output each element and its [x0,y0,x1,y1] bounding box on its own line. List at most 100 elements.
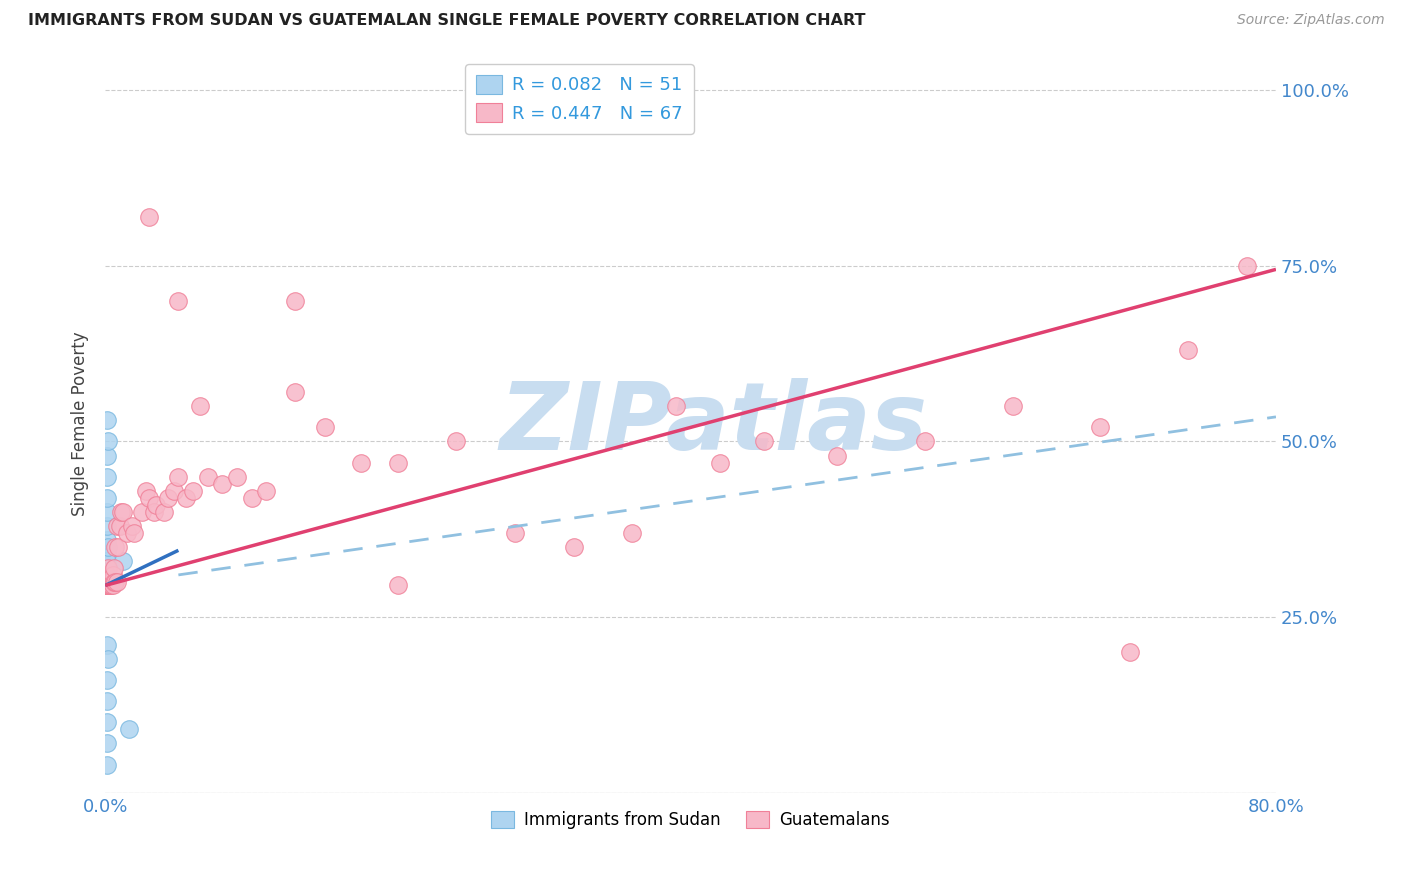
Text: Source: ZipAtlas.com: Source: ZipAtlas.com [1237,13,1385,28]
Point [96,574,118,589]
Point [188,400,211,414]
Point [446,434,468,449]
Point [96,568,118,582]
Point [181,483,204,498]
Text: IMMIGRANTS FROM SUDAN VS GUATEMALAN SINGLE FEMALE POVERTY CORRELATION CHART: IMMIGRANTS FROM SUDAN VS GUATEMALAN SING… [28,13,866,29]
Point [97,578,120,592]
Point [96,578,118,592]
Point [96,578,118,592]
Point [211,476,233,491]
Point [97,652,120,666]
Point [103,561,125,575]
Point [240,491,263,505]
Point [96,574,118,589]
Point [108,518,131,533]
Point [387,456,409,470]
Point [97,574,120,589]
Point [1090,420,1112,434]
Point [96,578,118,592]
Point [142,505,165,519]
Point [96,578,118,592]
Point [314,420,336,434]
Point [101,578,124,592]
Point [97,540,120,554]
Point [96,574,118,589]
Point [138,210,160,224]
Point [97,434,120,449]
Point [100,574,122,589]
Point [96,578,118,592]
Point [96,533,118,547]
Point [96,757,118,772]
Point [121,518,143,533]
Point [254,483,277,498]
Point [665,400,688,414]
Y-axis label: Single Female Poverty: Single Female Poverty [72,332,89,516]
Point [621,525,644,540]
Point [145,498,167,512]
Point [105,518,128,533]
Point [96,578,118,592]
Point [96,574,118,589]
Point [96,578,118,592]
Point [96,578,118,592]
Point [503,525,526,540]
Point [226,469,249,483]
Point [152,505,174,519]
Point [107,540,129,554]
Point [98,578,121,592]
Point [124,525,146,540]
Point [115,525,138,540]
Point [96,578,118,592]
Point [96,554,118,568]
Point [98,574,121,589]
Point [96,568,118,582]
Point [174,491,197,505]
Point [96,449,118,463]
Point [284,293,307,308]
Point [96,578,118,592]
Point [111,554,134,568]
Point [350,456,373,470]
Point [96,578,118,592]
Point [1118,645,1140,659]
Point [562,540,585,554]
Point [96,715,118,730]
Point [135,483,157,498]
Point [97,574,120,589]
Point [97,574,120,589]
Point [96,694,118,708]
Point [131,505,153,519]
Point [110,505,132,519]
Point [96,578,118,592]
Point [96,578,118,592]
Point [752,434,775,449]
Point [96,505,118,519]
Point [1001,400,1024,414]
Point [96,578,118,592]
Point [96,578,118,592]
Point [709,456,731,470]
Point [1236,259,1258,273]
Point [96,638,118,652]
Point [96,413,118,427]
Point [96,491,118,505]
Point [105,574,128,589]
Point [96,578,118,592]
Point [138,491,160,505]
Point [117,723,139,737]
Point [1177,343,1199,358]
Point [97,561,120,575]
Point [96,547,118,561]
Point [163,483,186,498]
Point [96,518,118,533]
Point [96,561,118,575]
Point [167,293,190,308]
Point [284,385,307,400]
Point [387,578,409,592]
Point [97,578,120,592]
Point [100,578,122,592]
Point [96,574,118,589]
Point [96,578,118,592]
Point [96,578,118,592]
